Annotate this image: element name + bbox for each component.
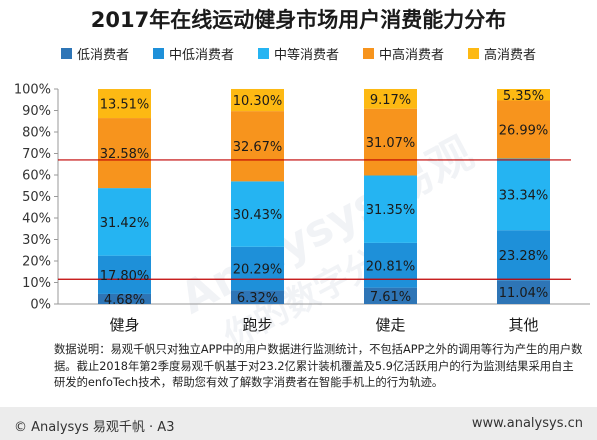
bar-segment (364, 287, 417, 304)
bar-segment (364, 88, 417, 109)
data-label: 10.30% (233, 94, 283, 109)
data-label: 31.35% (366, 203, 416, 218)
bar-segment (231, 111, 284, 182)
legend-label: 中低消费者 (168, 48, 234, 63)
legend-item: 低消费者 (60, 44, 129, 63)
data-note: 数据说明：易观千帆只对独立APP中的用户数据进行监测统计，不包括APP之外的调用… (54, 343, 583, 389)
bar-segment (497, 280, 550, 304)
data-label: 7.61% (370, 290, 411, 305)
bar-segment (98, 89, 151, 119)
y-tick-label: 70% (22, 147, 51, 162)
footer-copyright: © Analysys 易观千帆 · A3 (14, 420, 175, 435)
y-tick-label: 40% (22, 212, 51, 227)
legend-label: 低消费者 (76, 48, 129, 63)
data-label: 5.35% (503, 89, 544, 104)
data-label: 6.32% (237, 291, 278, 306)
data-label: 9.17% (370, 93, 411, 108)
x-tick-label: 其他 (508, 316, 538, 334)
bar-segment (364, 175, 417, 243)
legend-item: 高消费者 (468, 44, 536, 63)
legend-swatch (257, 48, 269, 59)
legend: 低消费者 中低消费者 中等消费者 中高消费者 高消费者 (0, 44, 597, 63)
footer-url: www.analysys.cn (471, 416, 583, 431)
legend-item: 中高消费者 (363, 44, 444, 63)
data-label: 20.29% (233, 263, 283, 278)
data-label: 20.81% (366, 259, 416, 274)
bar-segment (98, 293, 151, 304)
data-label: 17.80% (100, 269, 150, 284)
y-tick-label: 20% (22, 255, 51, 270)
legend-label: 中等消费者 (273, 48, 339, 63)
legend-item: 中等消费者 (257, 44, 339, 63)
data-label: 23.28% (499, 249, 549, 264)
data-label: 32.58% (100, 147, 150, 162)
y-tick-label: 10% (22, 276, 51, 291)
bar-segment (98, 188, 151, 256)
data-label: 26.99% (499, 124, 549, 139)
y-tick-label: 100% (14, 83, 51, 98)
bar-segment (497, 100, 550, 159)
x-tick-label: 健走 (375, 316, 405, 334)
data-label: 13.51% (100, 98, 150, 113)
footer: © Analysys 易观千帆 · A3 www.analysys.cn (0, 407, 597, 440)
data-label: 31.42% (100, 216, 150, 231)
bar-segment (497, 89, 550, 101)
legend-swatch (152, 48, 164, 59)
bar-segment (231, 290, 284, 304)
data-label: 33.34% (499, 188, 549, 203)
data-label: 4.68% (104, 293, 145, 308)
y-tick-label: 0% (30, 298, 51, 313)
data-label: 30.43% (233, 208, 283, 223)
bar-segment (98, 255, 151, 294)
x-tick-label: 跑步 (242, 316, 272, 334)
legend-swatch (60, 48, 72, 59)
watermark: Analysys 易观 你的数字分析 (172, 128, 481, 358)
bar-segment (231, 88, 284, 112)
legend-label: 高消费者 (484, 48, 537, 63)
y-tick-label: 80% (22, 126, 51, 141)
bar-segment (231, 181, 284, 247)
bar-segment (231, 246, 284, 291)
data-label: 11.04% (499, 286, 549, 301)
legend-item: 中低消费者 (152, 44, 234, 63)
y-tick-label: 50% (22, 190, 51, 205)
data-label: 32.67% (233, 140, 283, 155)
y-tick-label: 30% (22, 233, 51, 248)
data-label: 31.07% (366, 136, 416, 151)
y-tick-label: 90% (22, 104, 51, 119)
legend-label: 中高消费者 (379, 48, 445, 63)
legend-swatch (363, 48, 374, 59)
bar-segment (98, 118, 151, 189)
bar-segment (364, 242, 417, 288)
bar-segment (497, 230, 550, 281)
chart-title: 2017年在线运动健身市场用户消费能力分布 (90, 8, 507, 32)
bar-segment (497, 158, 550, 231)
legend-swatch (468, 48, 480, 59)
y-tick-label: 60% (22, 169, 51, 184)
x-tick-label: 健身 (109, 316, 139, 334)
bar-segment (364, 108, 417, 176)
